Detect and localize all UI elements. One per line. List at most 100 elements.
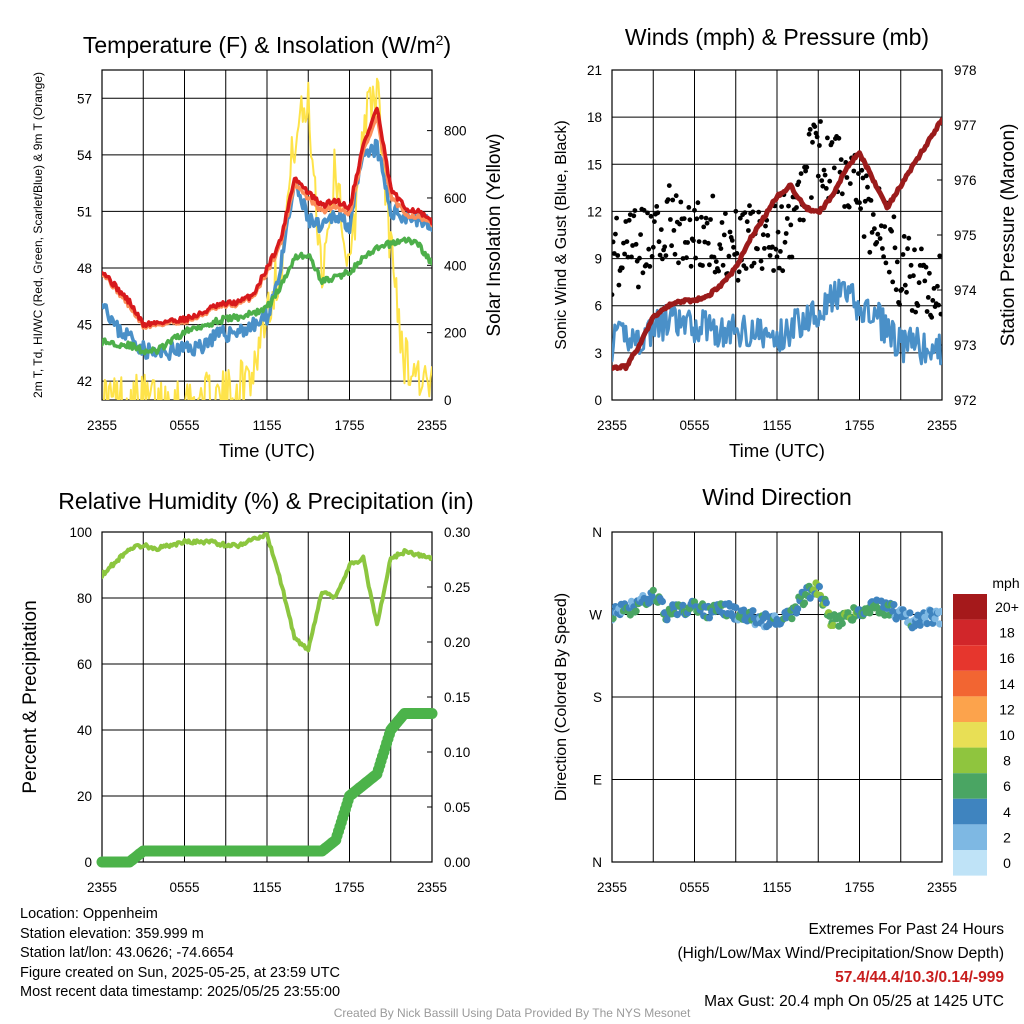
gust-point (788, 222, 794, 228)
gust-point (877, 236, 883, 241)
gust-point (820, 183, 826, 189)
gust-point (906, 235, 912, 241)
gust-point (778, 249, 783, 254)
direction-point (658, 597, 667, 606)
gust-point (731, 244, 736, 250)
gust-point (760, 232, 766, 238)
x-tick-label: 2355 (87, 880, 117, 895)
y-tick-label: 20 (77, 789, 92, 804)
legend-label: 2 (1003, 829, 1011, 845)
x-tick-label: 2355 (927, 880, 957, 895)
gust-point (655, 210, 661, 216)
legend-swatch (953, 619, 987, 646)
gust-point (720, 262, 726, 268)
gust-point (813, 130, 819, 136)
y2-tick-label: 800 (444, 124, 467, 139)
gust-point (701, 224, 707, 230)
gust-point (705, 240, 711, 246)
y-tick-label: S (593, 690, 602, 705)
gust-point (612, 292, 615, 298)
x-tick-label: 1755 (334, 418, 364, 433)
direction-point (906, 609, 914, 617)
gust-point (776, 265, 782, 271)
y-axis-label: Percent & Precipitation (20, 600, 41, 793)
x-tick-label: 1755 (844, 880, 874, 895)
direction-point (866, 609, 874, 617)
gust-point (817, 143, 822, 148)
gust-point (737, 215, 743, 221)
gust-point (614, 215, 619, 221)
y2-tick-label: 977 (954, 118, 977, 133)
gust-point (809, 195, 814, 201)
legend-swatch (953, 773, 987, 799)
max-gust-text: Max Gust: 20.4 mph On 05/25 at 1425 UTC (704, 993, 1004, 1010)
x-tick-label: 0555 (169, 418, 199, 433)
series-sonic-wind-line (612, 278, 942, 366)
x-tick-label: 2355 (597, 880, 627, 895)
gust-point (770, 244, 775, 250)
y-axis-label: Direction (Colored By Speed) (553, 593, 570, 801)
gust-point (646, 246, 652, 252)
y-axis-label: Sonic Wind & Gust (Blue, Black) (553, 120, 570, 349)
y-tick-label: 45 (77, 318, 92, 333)
y2-axis-label: Station Pressure (Maroon) (998, 124, 1019, 347)
gust-point (899, 286, 905, 292)
gust-point (823, 186, 829, 191)
gust-point (911, 273, 916, 279)
gust-point (801, 217, 806, 223)
y-tick-label: N (592, 855, 602, 870)
gust-point (874, 240, 880, 245)
gust-point (794, 205, 799, 210)
y-tick-label: 80 (77, 591, 92, 606)
x-axis-label: Time (UTC) (219, 440, 315, 461)
chart-title: Relative Humidity (%) & Precipitation (i… (58, 488, 473, 514)
gust-point (758, 258, 764, 264)
gust-point (672, 251, 678, 257)
y-tick-label: 54 (77, 148, 93, 163)
gust-point (612, 239, 616, 245)
gust-point (641, 207, 647, 213)
gust-point (692, 207, 697, 213)
station-info: Location: Oppenheim Station elevation: 3… (20, 905, 340, 1003)
gust-point (779, 204, 784, 210)
gust-point (629, 254, 634, 260)
gust-point (803, 168, 808, 174)
gust-point (743, 266, 749, 271)
gust-point (889, 228, 894, 234)
gust-point (859, 167, 865, 173)
y2-tick-label: 978 (954, 63, 977, 78)
gust-point (636, 284, 641, 290)
gust-point (818, 119, 823, 124)
direction-point (788, 615, 796, 623)
title-tail: ) (443, 32, 451, 58)
plot-frame (101, 69, 433, 401)
extremes-values: 57.4/44.4/10.3/0.14/-999 (835, 969, 1004, 986)
gust-point (613, 231, 618, 237)
legend-label: 10 (999, 727, 1015, 743)
gust-point (726, 253, 732, 259)
direction-point (794, 605, 802, 613)
gust-point (902, 282, 908, 288)
gust-point (648, 213, 654, 219)
direction-point (931, 615, 939, 623)
y2-tick-label: 0.10 (444, 745, 470, 760)
gust-point (847, 181, 853, 187)
x-tick-label: 2355 (417, 880, 447, 895)
gust-point (807, 126, 813, 132)
gust-point (652, 219, 657, 225)
direction-point (936, 620, 942, 628)
y-tick-label: 100 (69, 525, 92, 540)
gust-point (872, 226, 877, 232)
y-tick-label: 60 (77, 657, 92, 672)
gust-point (890, 279, 896, 285)
gust-point (810, 139, 815, 145)
series-2m-temp-line (102, 106, 432, 329)
gust-point (704, 220, 710, 226)
direction-point (806, 594, 814, 602)
gust-point (735, 277, 741, 283)
x-tick-label: 2355 (87, 418, 117, 433)
gust-point (670, 197, 676, 203)
gust-point (929, 314, 935, 320)
gust-point (669, 243, 674, 249)
y-tick-label: 9 (594, 252, 602, 267)
